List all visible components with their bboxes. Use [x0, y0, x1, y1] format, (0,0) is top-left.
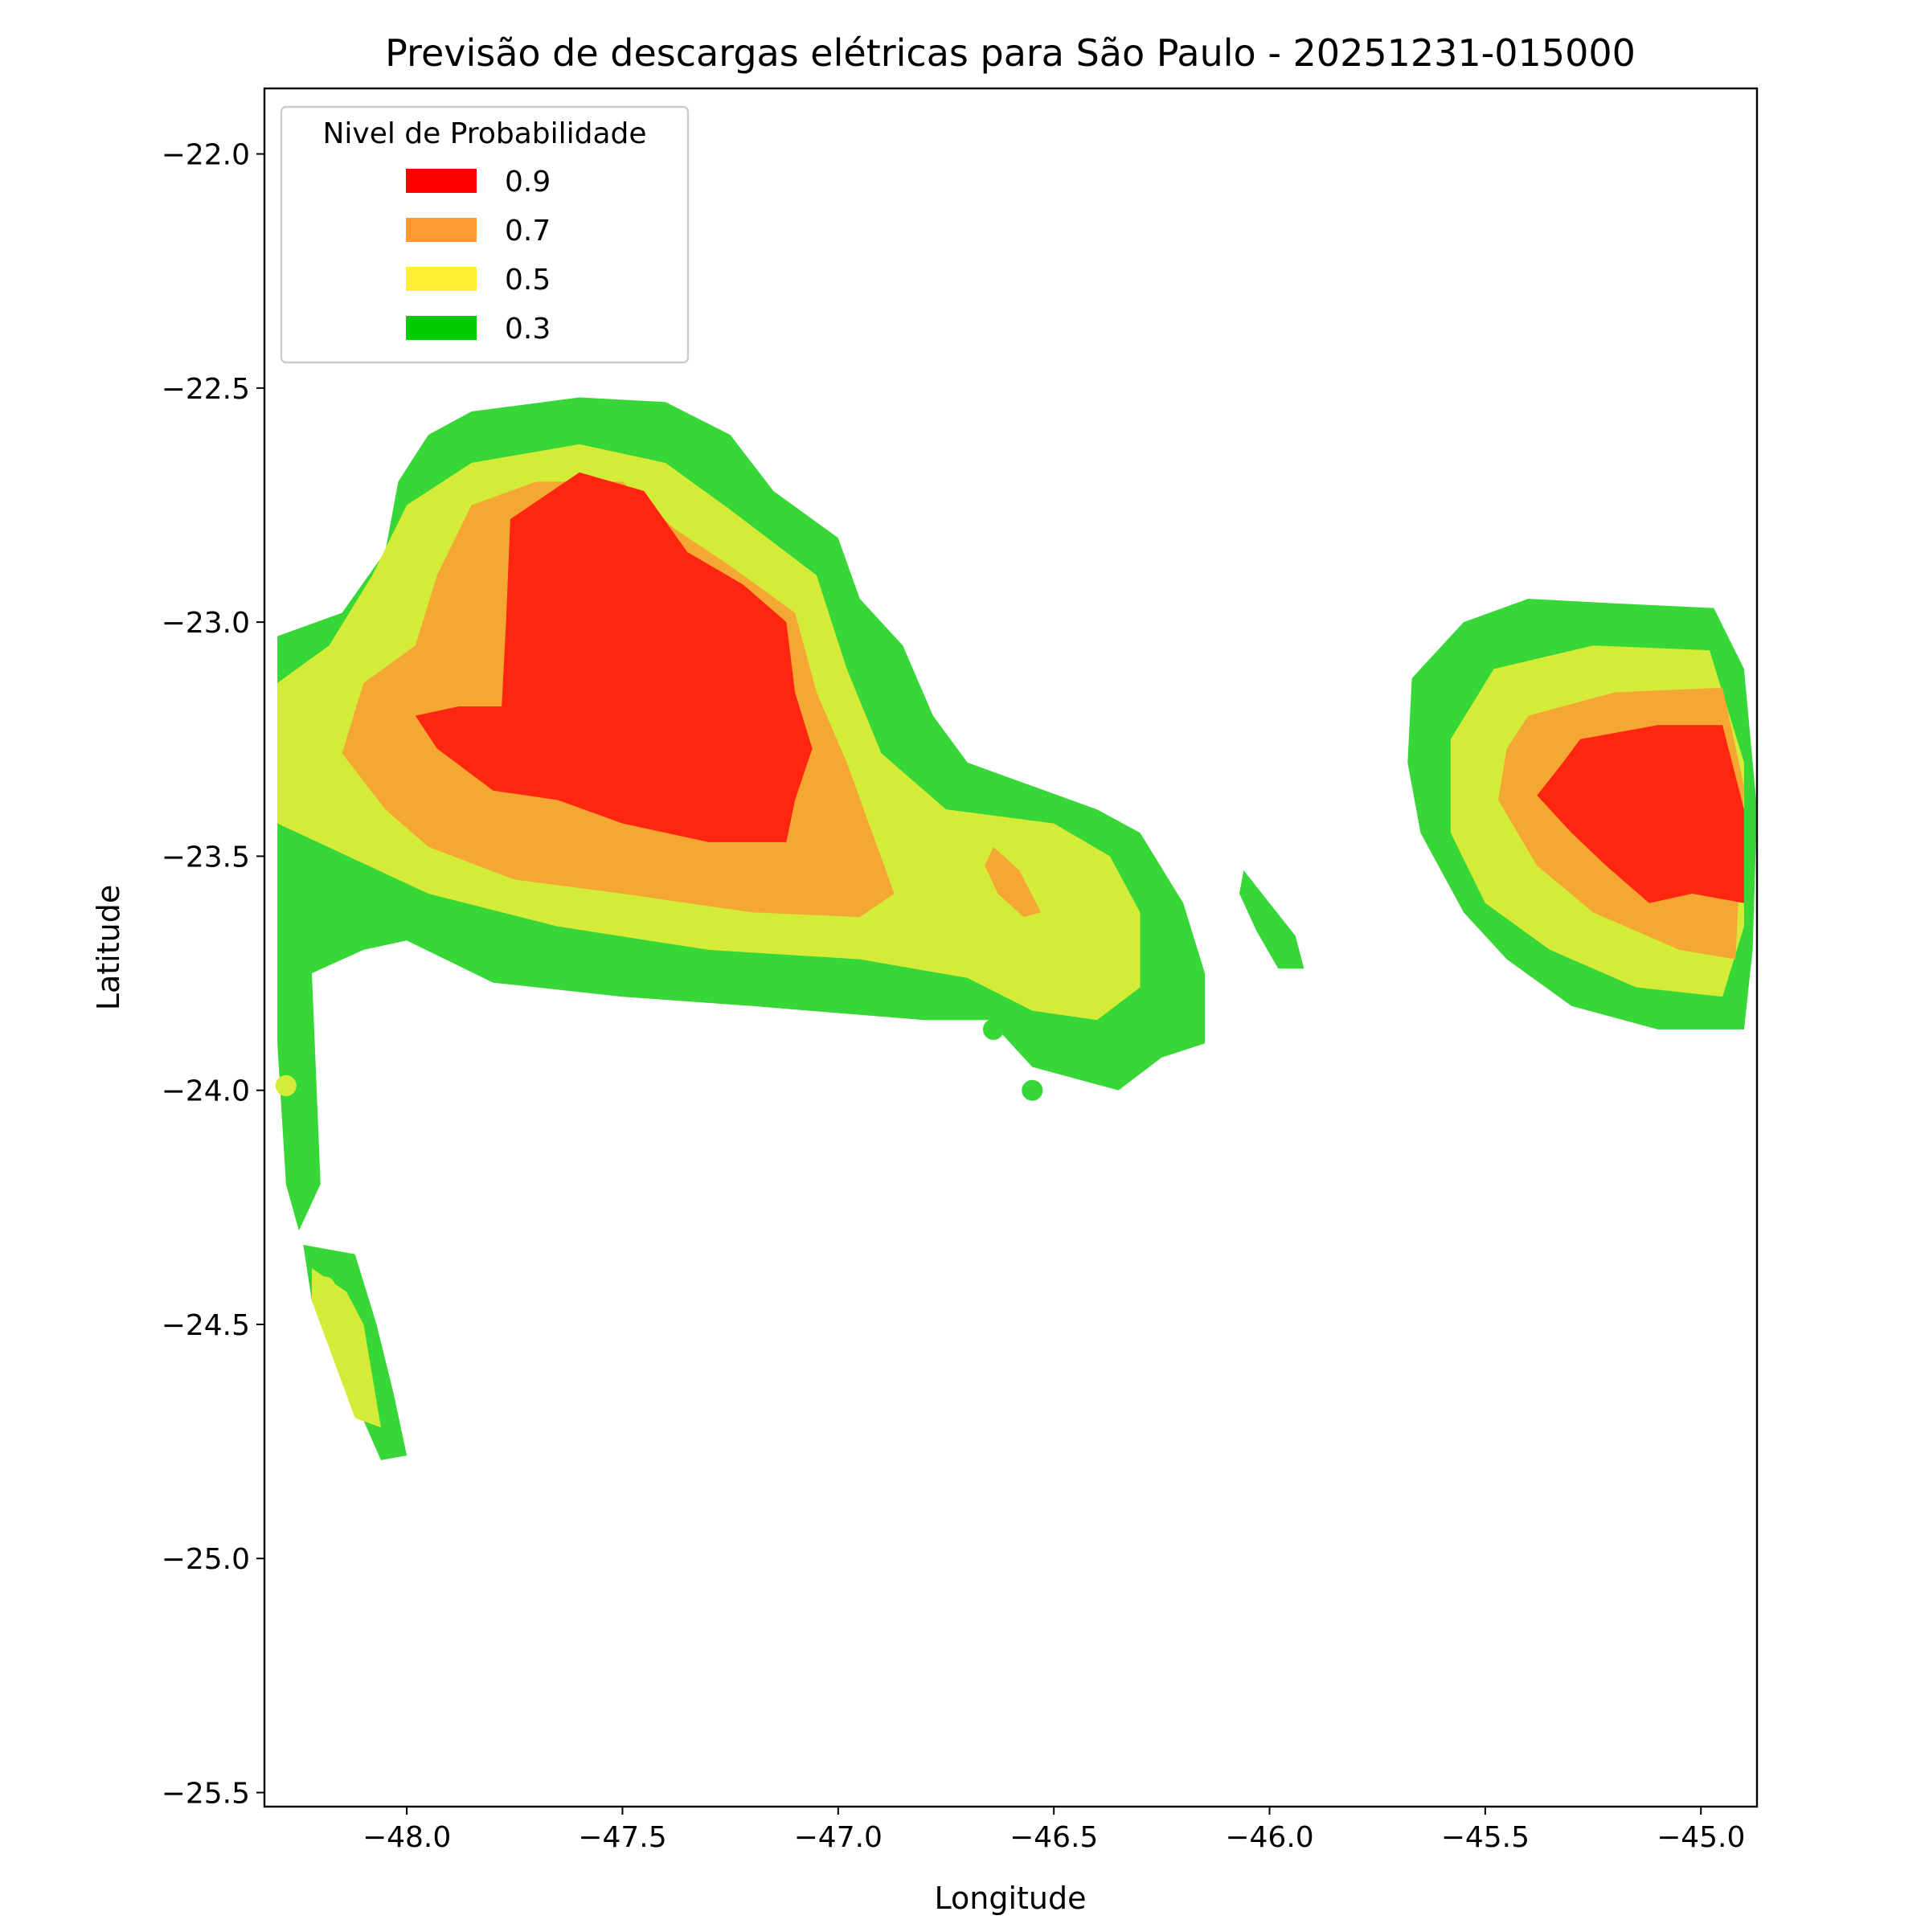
x-axis-ticks: −48.0 −47.5 −47.0 −46.5 −46.0 −45.5 −45.0: [362, 1807, 1745, 1854]
contour-region-09-11: [1537, 725, 1744, 903]
contour-region-05-6: [312, 1268, 381, 1428]
legend-label-05: 0.5: [505, 264, 551, 297]
legend-label-03: 0.3: [505, 313, 551, 346]
y-tick-label: −23.5: [162, 841, 250, 874]
y-tick-label: −22.5: [162, 373, 250, 406]
y-tick-label: −25.0: [162, 1543, 250, 1576]
x-axis-label: Longitude: [935, 1881, 1087, 1916]
legend-box: [280, 105, 690, 364]
legend-entries: 0.9 0.7 0.5 0.3: [406, 166, 551, 346]
legend-swatch-09: [406, 169, 477, 193]
legend-swatch-07: [406, 218, 477, 242]
contour-region-03-3: [1239, 870, 1304, 969]
x-tick-label: −47.0: [794, 1821, 883, 1854]
chart-title: Previsão de descargas elétricas para São…: [385, 31, 1636, 75]
x-tick-label: −46.0: [1225, 1821, 1313, 1854]
y-tick-label: −22.0: [162, 139, 250, 172]
y-axis-ticks: −22.0 −22.5 −23.0 −23.5 −24.0 −24.5 −25.0 −25.5: [162, 139, 264, 1811]
y-tick-label: −25.5: [162, 1778, 250, 1811]
contour-region-07-9: [985, 846, 1042, 918]
x-tick-label: −45.0: [1657, 1821, 1745, 1854]
x-tick-label: −48.0: [362, 1821, 451, 1854]
probability-points: [275, 831, 1043, 1298]
legend: Nivel de Probabilidade 0.9 0.7 0.5 0.3: [280, 105, 690, 364]
plot-frame: [263, 87, 1759, 1808]
y-tick-label: −24.5: [162, 1309, 250, 1342]
x-tick-label: −46.5: [1010, 1821, 1098, 1854]
contour-regions: [277, 397, 1757, 1460]
legend-label-09: 0.9: [505, 166, 551, 199]
y-tick-label: −24.0: [162, 1075, 250, 1108]
data-point-2: [314, 1276, 336, 1298]
x-tick-label: −47.5: [578, 1821, 666, 1854]
legend-title: Nivel de Probabilidade: [322, 117, 646, 150]
legend-swatch-05: [406, 267, 477, 291]
x-tick-label: −45.5: [1441, 1821, 1530, 1854]
data-point-0: [357, 831, 379, 853]
data-point-1: [275, 1074, 297, 1096]
legend-swatch-03: [406, 316, 477, 340]
contour-region-09-10: [415, 472, 813, 842]
y-axis-label: Latitude: [91, 885, 126, 1010]
data-point-3: [983, 1018, 1004, 1040]
legend-label-07: 0.7: [505, 215, 551, 248]
y-tick-label: −23.0: [162, 607, 250, 640]
data-point-4: [1022, 1079, 1043, 1101]
